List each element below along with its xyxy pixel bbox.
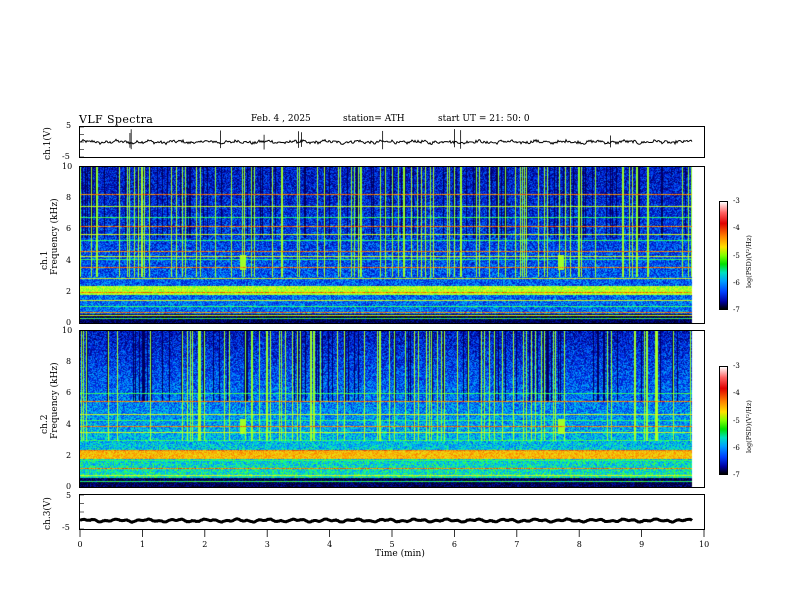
ch2-spec-ylabel-ch: ch.2 xyxy=(40,414,50,434)
colorbar-2-tick-4: -7 xyxy=(733,471,740,479)
station-label: station= ATH xyxy=(343,114,405,124)
colorbar-2-tick-3: -6 xyxy=(733,443,740,452)
ch2-spectrogram-canvas xyxy=(80,331,704,487)
ch2-spec-ytick-8: 8 xyxy=(66,357,72,367)
ch2-spec-ytick-10: 10 xyxy=(62,326,73,335)
x-tick-label-3: 3 xyxy=(264,540,270,549)
ch1-spec-ytick-2: 2 xyxy=(66,286,72,296)
ch3-wave-ylabel: ch.3(V) xyxy=(43,497,53,530)
ch3-waveform-panel xyxy=(79,494,705,530)
ch1-ytick-bottom: -5 xyxy=(62,152,70,161)
x-tick-label-1: 1 xyxy=(139,540,145,549)
ch1-spec-ylabel-ch: ch.1 xyxy=(40,250,50,270)
ch1-spec-ytick-6: 6 xyxy=(66,224,72,234)
ch3-waveform-svg xyxy=(80,495,693,529)
ch1-spec-ytick-0: 0 xyxy=(66,318,72,327)
ch1-waveform-panel xyxy=(79,126,705,158)
ch1-spectrogram-panel xyxy=(79,166,705,324)
ch1-spec-ytick-10: 10 xyxy=(62,162,73,171)
x-tick-label-10: 10 xyxy=(699,540,710,549)
ch3-ytick-bottom: -5 xyxy=(62,523,70,532)
ch2-spectrogram-panel xyxy=(79,330,705,488)
x-tick-label-7: 7 xyxy=(514,540,520,549)
colorbar-1-tick-0: -3 xyxy=(733,197,740,205)
x-tick-label-6: 6 xyxy=(451,540,457,549)
colorbar-1-tick-4: -7 xyxy=(733,306,740,314)
x-tick-label-9: 9 xyxy=(639,540,645,549)
ch2-spec-ytick-4: 4 xyxy=(66,419,72,429)
ch1-spectrogram-canvas xyxy=(80,167,704,323)
ch3-ytick-top: 5 xyxy=(66,491,72,500)
start-time-label: start UT = 21: 50: 0 xyxy=(438,114,530,124)
ch1-wave-series-line xyxy=(80,138,693,146)
date-label: Feb. 4 , 2025 xyxy=(251,114,311,124)
x-tick-label-2: 2 xyxy=(202,540,208,549)
x-tick-label-4: 4 xyxy=(327,540,333,549)
colorbar-2-tick-0: -3 xyxy=(733,362,740,370)
ch1-spec-ylabel: Frequency (kHz) xyxy=(50,198,60,275)
colorbar-2 xyxy=(719,366,728,475)
chart-title: VLF Spectra xyxy=(79,113,154,126)
ch1-ytick-top: 5 xyxy=(66,121,72,130)
colorbar-1-label: log(PSD)(V²/Hz) xyxy=(745,235,753,288)
colorbar-1 xyxy=(719,201,728,310)
x-tick-label-0: 0 xyxy=(77,540,83,549)
ch1-spec-ytick-8: 8 xyxy=(66,193,72,203)
colorbar-1-tick-2: -5 xyxy=(733,251,740,260)
x-axis-ticks xyxy=(79,530,705,537)
ch2-spec-ytick-0: 0 xyxy=(66,482,72,491)
ch2-spec-ylabel: Frequency (kHz) xyxy=(50,362,60,439)
colorbar-2-tick-1: -4 xyxy=(733,389,740,398)
x-tick-label-8: 8 xyxy=(576,540,582,549)
x-axis-label: Time (min) xyxy=(375,549,425,559)
colorbar-2-tick-2: -5 xyxy=(733,416,740,425)
ch1-waveform-svg xyxy=(80,127,693,157)
ch2-spec-ytick-6: 6 xyxy=(66,388,72,398)
ch1-spec-ytick-4: 4 xyxy=(66,255,72,265)
ch1-wave-ylabel: ch.1(V) xyxy=(43,127,53,160)
ch3-wave-series-line xyxy=(80,517,693,524)
colorbar-2-label: log(PSD)(V²/Hz) xyxy=(745,400,753,453)
colorbar-1-tick-3: -6 xyxy=(733,278,740,287)
colorbar-1-tick-1: -4 xyxy=(733,224,740,233)
x-tick-label-5: 5 xyxy=(389,540,395,549)
ch2-spec-ytick-2: 2 xyxy=(66,450,72,460)
